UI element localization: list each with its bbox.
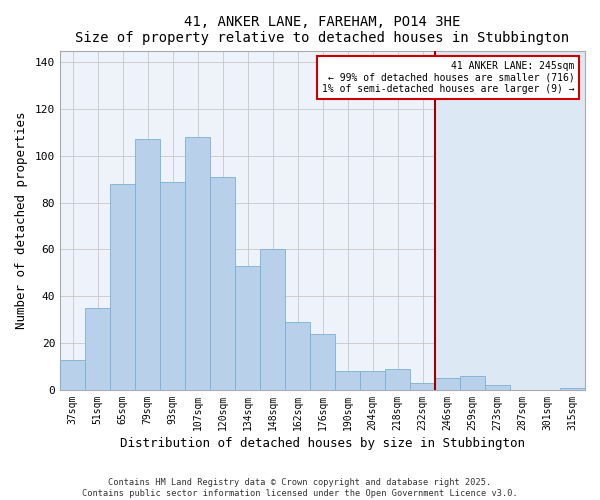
Bar: [160, 182, 185, 390]
Text: Contains HM Land Registry data © Crown copyright and database right 2025.
Contai: Contains HM Land Registry data © Crown c…: [82, 478, 518, 498]
Bar: [335, 371, 360, 390]
Bar: [385, 369, 410, 390]
Y-axis label: Number of detached properties: Number of detached properties: [15, 112, 28, 329]
Bar: [435, 378, 460, 390]
Title: 41, ANKER LANE, FAREHAM, PO14 3HE
Size of property relative to detached houses i: 41, ANKER LANE, FAREHAM, PO14 3HE Size o…: [76, 15, 569, 45]
Text: 41 ANKER LANE: 245sqm
← 99% of detached houses are smaller (716)
1% of semi-deta: 41 ANKER LANE: 245sqm ← 99% of detached …: [322, 60, 575, 94]
Bar: [410, 383, 435, 390]
Bar: [560, 388, 585, 390]
Bar: [60, 360, 85, 390]
X-axis label: Distribution of detached houses by size in Stubbington: Distribution of detached houses by size …: [120, 437, 525, 450]
Bar: [85, 308, 110, 390]
Bar: [485, 386, 510, 390]
Bar: [110, 184, 135, 390]
Bar: [435, 50, 585, 390]
Bar: [235, 266, 260, 390]
Bar: [185, 137, 210, 390]
Bar: [260, 250, 285, 390]
Bar: [210, 177, 235, 390]
Bar: [285, 322, 310, 390]
Bar: [460, 376, 485, 390]
Bar: [135, 140, 160, 390]
Bar: [310, 334, 335, 390]
Bar: [360, 371, 385, 390]
